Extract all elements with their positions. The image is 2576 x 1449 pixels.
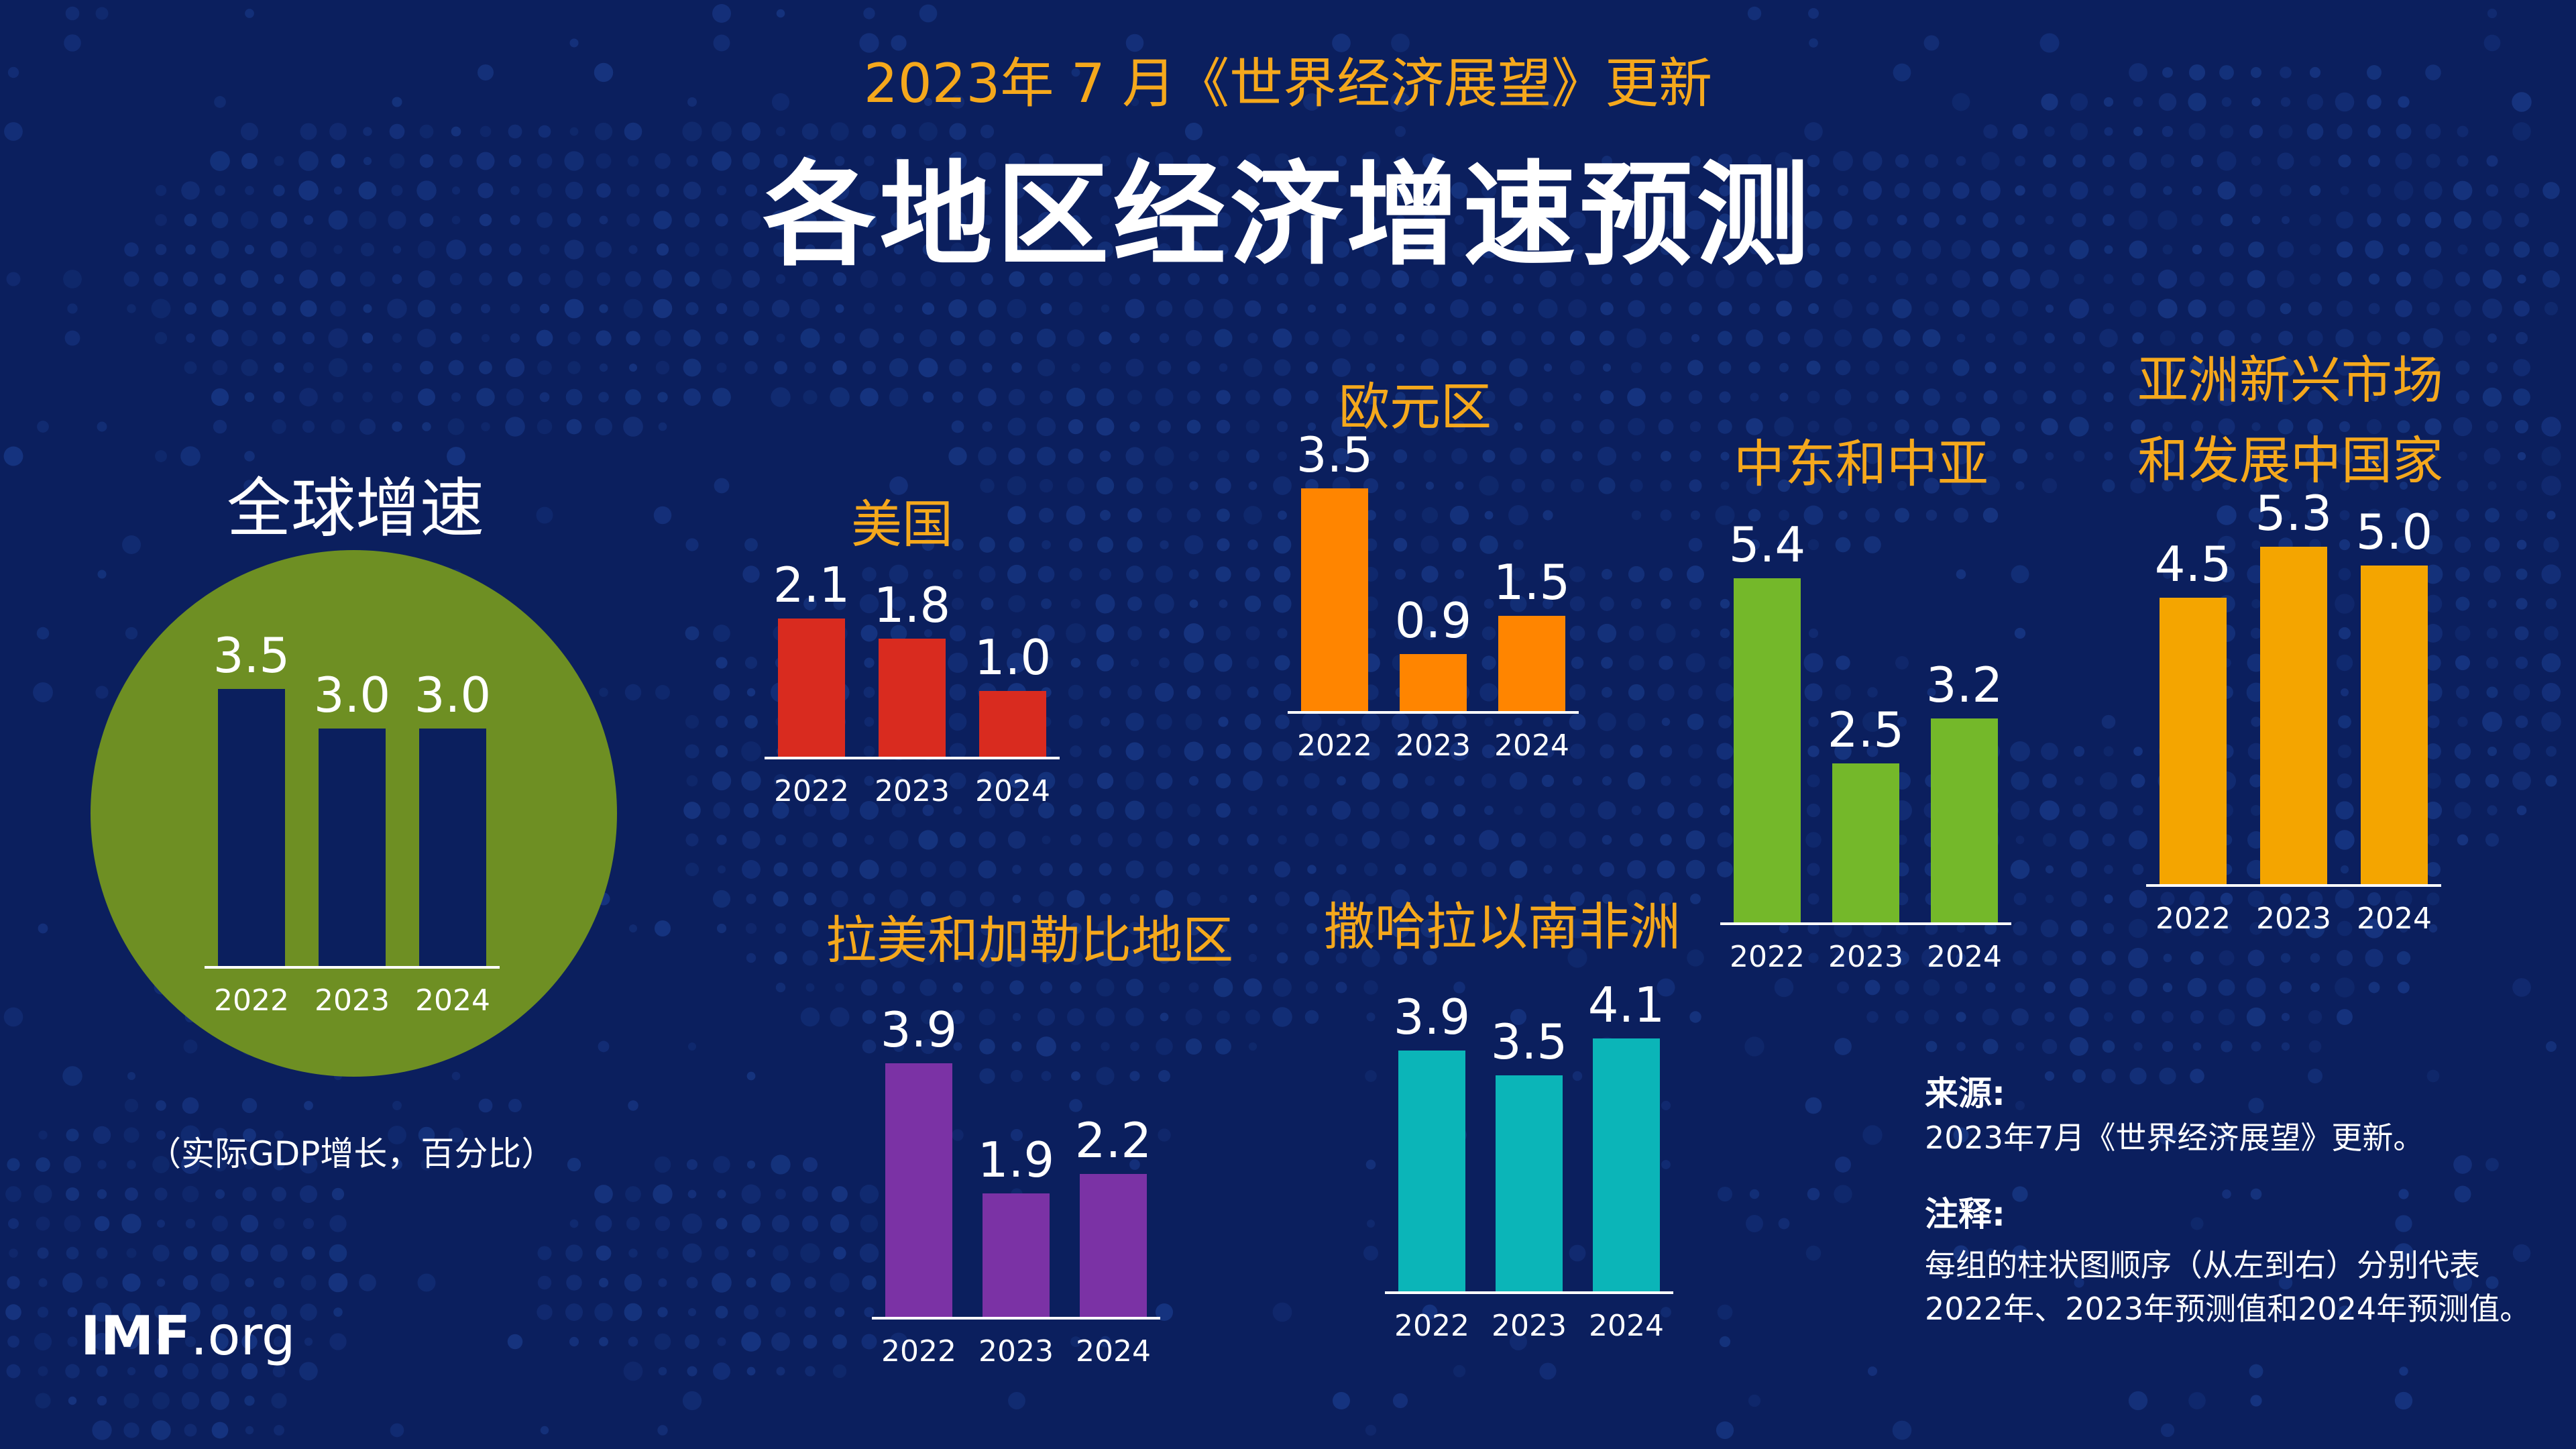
x-tick-label: 2022 — [1394, 1309, 1469, 1343]
notes-line-1: 每组的柱状图顺序（从左到右）分别代表 — [1925, 1247, 2480, 1283]
chart-bar — [885, 1063, 952, 1317]
x-tick-label: 2023 — [315, 983, 390, 1018]
notes-line-2: 2022年、2023年预测值和2024年预测值。 — [1925, 1291, 2531, 1327]
bar-value-label: 1.5 — [1493, 553, 1571, 610]
x-tick-label: 2023 — [978, 1334, 1054, 1368]
chart-x-axis — [872, 1317, 1160, 1320]
global-caption: （实际GDP增长，百分比） — [148, 1134, 555, 1173]
chart-bar — [319, 729, 386, 966]
x-tick-label: 2022 — [1730, 940, 1805, 974]
bar-value-label: 3.5 — [1296, 426, 1374, 483]
x-tick-label: 2024 — [975, 774, 1050, 808]
chart-x-axis — [1720, 922, 2011, 925]
bar-value-label: 2.5 — [1827, 701, 1905, 758]
bar-value-label: 3.2 — [1925, 657, 2003, 713]
chart-title: 美国 — [851, 494, 953, 554]
bar-value-label: 3.0 — [313, 667, 391, 723]
chart-title: 欧元区 — [1339, 377, 1492, 437]
chart-x-axis — [205, 966, 500, 969]
x-tick-label: 2024 — [1076, 1334, 1151, 1368]
bar-value-label: 3.9 — [1393, 989, 1471, 1046]
chart-x-axis — [1288, 711, 1579, 714]
chart-title-line: 亚洲新兴市场 — [2137, 350, 2443, 410]
x-tick-label: 2022 — [774, 774, 849, 808]
chart-bar — [1931, 718, 1998, 922]
x-tick-label: 2022 — [1297, 729, 1372, 763]
bar-value-label: 1.9 — [977, 1131, 1055, 1188]
bar-value-label: 0.9 — [1394, 592, 1472, 649]
bar-value-label: 4.5 — [2154, 535, 2232, 592]
chart-bar — [1080, 1173, 1147, 1317]
chart-bar — [879, 638, 946, 757]
bar-value-label: 2.2 — [1074, 1112, 1152, 1169]
chart-x-axis — [765, 757, 1060, 759]
chart-bar — [983, 1193, 1050, 1317]
x-tick-label: 2022 — [881, 1334, 956, 1368]
chart-bar — [218, 689, 285, 966]
page-subtitle: 2023年 7 月《世界经济展望》更新 — [863, 52, 1713, 115]
bar-value-label: 5.0 — [2355, 504, 2433, 560]
chart-bar — [1398, 1051, 1465, 1291]
x-tick-label: 2023 — [1828, 940, 1903, 974]
chart-x-axis — [2146, 884, 2441, 887]
x-tick-label: 2023 — [1492, 1309, 1567, 1343]
chart-title: 撒哈拉以南非洲 — [1324, 897, 1681, 957]
logo-org: .org — [190, 1305, 296, 1367]
chart-title-line: 和发展中国家 — [2137, 431, 2443, 490]
bar-value-label: 1.0 — [974, 629, 1052, 686]
bar-value-label: 1.8 — [873, 576, 951, 633]
chart-bar — [2160, 597, 2227, 884]
chart-bar — [1301, 488, 1368, 711]
x-tick-label: 2024 — [1927, 940, 2002, 974]
x-tick-label: 2023 — [875, 774, 950, 808]
x-tick-label: 2024 — [1589, 1309, 1664, 1343]
x-tick-label: 2024 — [1494, 729, 1569, 763]
imf-logo[interactable]: IMF.org — [80, 1305, 296, 1367]
bar-value-label: 3.5 — [1490, 1014, 1568, 1070]
chart-bar — [2260, 546, 2327, 884]
x-tick-label: 2023 — [2256, 902, 2331, 936]
notes-label: 注释: — [1925, 1195, 2005, 1234]
chart-bar — [1734, 578, 1801, 922]
chart-bar — [1498, 615, 1565, 711]
chart-x-axis — [1385, 1291, 1673, 1294]
x-tick-label: 2022 — [2155, 902, 2231, 936]
bar-value-label: 3.9 — [880, 1001, 958, 1058]
chart-bar — [1593, 1038, 1660, 1291]
chart-title: 中东和中亚 — [1734, 434, 1989, 494]
chart-bar — [1832, 763, 1899, 922]
source-label: 来源: — [1925, 1074, 2005, 1113]
bar-value-label: 5.3 — [2255, 484, 2333, 541]
x-tick-label: 2024 — [2357, 902, 2432, 936]
x-tick-label: 2022 — [214, 983, 289, 1018]
chart-bar — [2361, 566, 2428, 884]
chart-title: 全球增速 — [227, 471, 484, 546]
source-text: 2023年7月《世界经济展望》更新。 — [1925, 1120, 2424, 1156]
bar-value-label: 2.1 — [773, 557, 850, 614]
x-tick-label: 2023 — [1396, 729, 1471, 763]
logo-imf: IMF — [80, 1305, 191, 1367]
chart-bar — [1496, 1075, 1563, 1291]
chart-bar — [979, 691, 1046, 757]
page-title: 各地区经济增速预测 — [763, 150, 1813, 281]
chart-bar — [778, 619, 845, 757]
chart-bar — [419, 729, 486, 966]
bar-value-label: 4.1 — [1587, 976, 1665, 1033]
x-tick-label: 2024 — [415, 983, 490, 1018]
bar-value-label: 3.5 — [213, 627, 290, 684]
chart-title: 拉美和加勒比地区 — [826, 910, 1233, 970]
bar-value-label: 3.0 — [414, 667, 492, 723]
chart-bar — [1400, 653, 1467, 711]
chart-title: 亚洲新兴市场 和发展中国家 — [2022, 339, 2559, 493]
bar-value-label: 5.4 — [1728, 517, 1806, 573]
